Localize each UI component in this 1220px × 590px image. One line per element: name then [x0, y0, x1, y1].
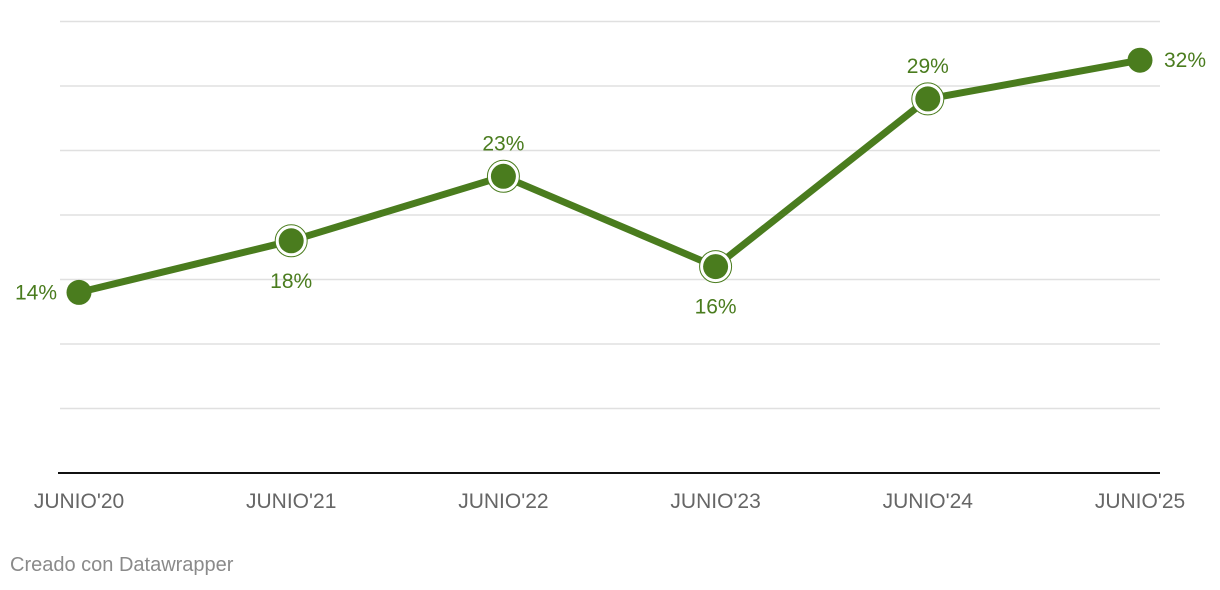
data-label: 32%	[1164, 49, 1206, 72]
data-label: 14%	[15, 281, 57, 304]
data-point[interactable]	[490, 163, 516, 189]
data-label: 16%	[695, 296, 737, 319]
data-labels: 14% 18% 23% 16% 29% 32%	[15, 49, 1206, 318]
x-tick-label: JUNIO'21	[246, 490, 336, 513]
data-points	[66, 47, 1153, 305]
data-point[interactable]	[278, 228, 304, 254]
x-tick-label: JUNIO'20	[34, 490, 124, 513]
data-point[interactable]	[1127, 47, 1153, 73]
grid-lines	[60, 20, 1160, 410]
data-point[interactable]	[915, 86, 941, 112]
line-chart: JUNIO'20 JUNIO'21 JUNIO'22 JUNIO'23 JUNIO'24…	[15, 20, 1206, 513]
series-line	[75, 56, 1144, 296]
x-tick-label: JUNIO'22	[458, 490, 548, 513]
data-label: 29%	[907, 55, 949, 78]
series-line-group	[75, 56, 1144, 296]
data-label: 18%	[270, 270, 312, 293]
data-label: 23%	[482, 132, 524, 155]
data-point[interactable]	[66, 279, 92, 305]
x-tick-label: JUNIO'25	[1095, 490, 1185, 513]
x-tick-label: JUNIO'23	[670, 490, 760, 513]
x-tick-labels: JUNIO'20 JUNIO'21 JUNIO'22 JUNIO'23 JUNIO'24…	[34, 490, 1185, 513]
data-point[interactable]	[703, 254, 729, 280]
credit-text: Creado con Datawrapper	[10, 554, 234, 576]
x-tick-label: JUNIO'24	[883, 490, 974, 513]
